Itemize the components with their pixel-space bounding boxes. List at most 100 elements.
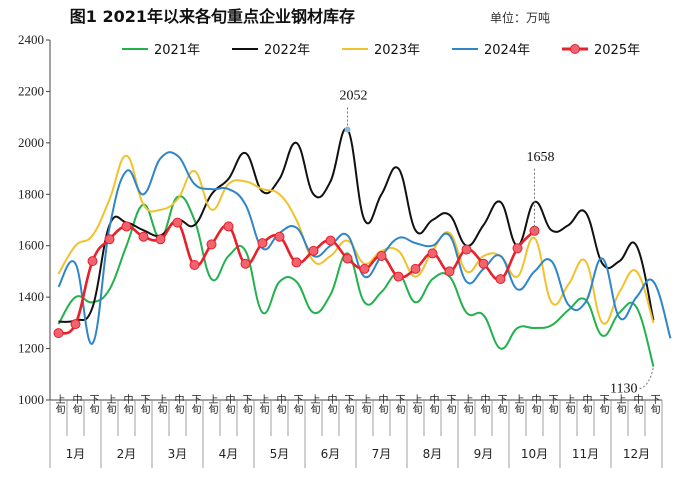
legend-marker [570, 44, 580, 54]
annotation-dot [344, 126, 351, 133]
data-point [461, 244, 472, 255]
data-point [376, 251, 387, 261]
x-tick-label: 上旬 [53, 394, 65, 415]
chart-title: 图1 2021年以来各旬重点企业钢材库存 [70, 7, 355, 26]
y-tick-label: 2400 [18, 32, 44, 47]
data-point [138, 231, 149, 242]
data-point [291, 257, 302, 268]
x-tick-label: 上旬 [512, 394, 524, 415]
x-tick-label: 上旬 [206, 394, 218, 415]
x-tick-label: 下旬 [495, 394, 507, 415]
annotations: 2052 1658 1130 [340, 88, 654, 397]
month-label: 4月 [219, 447, 239, 461]
month-label: 11月 [572, 447, 599, 461]
x-tick-label: 中旬 [325, 393, 337, 415]
x-tick-label: 上旬 [614, 394, 626, 415]
x-tick-label: 中旬 [529, 393, 541, 415]
x-tick-label: 下旬 [444, 394, 456, 415]
x-tick-label: 下旬 [189, 394, 201, 415]
data-point [512, 243, 523, 254]
data-point [427, 248, 438, 259]
data-point [70, 319, 81, 330]
data-point [53, 328, 64, 339]
month-label: 10月 [521, 447, 548, 461]
data-point [478, 258, 489, 269]
month-label: 8月 [423, 447, 443, 461]
annotation-label: 1658 [527, 150, 555, 165]
data-point [155, 234, 166, 245]
data-point [240, 258, 251, 269]
x-tick-label: 上旬 [104, 394, 116, 415]
x-tick-label: 中旬 [478, 393, 490, 415]
x-tick-label: 中旬 [70, 393, 82, 415]
x-tick-label: 下旬 [597, 394, 609, 415]
x-tick-label: 中旬 [427, 393, 439, 415]
x-tick-label: 下旬 [240, 394, 252, 415]
x-tick-label: 上旬 [563, 394, 575, 415]
data-point [257, 238, 268, 249]
x-tick-label: 中旬 [631, 393, 643, 415]
x-tick-label: 中旬 [376, 393, 388, 415]
data-point [189, 260, 200, 270]
y-tick-label: 1800 [18, 186, 44, 201]
legend-label: 2023年 [374, 43, 420, 58]
annotation-leader [639, 366, 654, 390]
legend: 2021年 2022年 2023年 2024年 2025年 [122, 43, 640, 58]
plot-area [53, 127, 672, 367]
annotation-label: 1130 [610, 382, 637, 397]
x-tick-label: 中旬 [121, 393, 133, 415]
data-point [444, 266, 455, 277]
legend-label: 2024年 [484, 43, 530, 58]
data-point [325, 235, 336, 246]
month-label: 5月 [270, 447, 290, 461]
data-point [495, 274, 506, 285]
y-tick-label: 2200 [18, 83, 44, 98]
x-tick-label: 上旬 [359, 394, 371, 415]
series-line-2021年 [57, 195, 655, 367]
y-tick-label: 2000 [18, 135, 44, 150]
data-point [308, 245, 319, 256]
y-tick-label: 1600 [18, 238, 44, 253]
data-point [393, 271, 404, 282]
x-tick-label: 下旬 [648, 394, 660, 415]
x-tick-label: 上旬 [257, 394, 269, 415]
month-label: 2月 [117, 447, 137, 461]
data-point [206, 239, 217, 250]
data-point [87, 256, 98, 267]
x-tick-label: 上旬 [410, 394, 422, 415]
x-tick-label: 下旬 [291, 394, 303, 415]
data-point [342, 253, 353, 264]
x-tick-label: 中旬 [580, 393, 592, 415]
data-point [410, 263, 421, 274]
x-tick-label: 下旬 [546, 394, 558, 415]
legend-label: 2021年 [154, 43, 200, 58]
month-label: 1月 [66, 447, 86, 461]
series-line-2024年 [57, 151, 672, 345]
x-tick-label: 上旬 [461, 394, 473, 415]
x-tick-label: 上旬 [155, 394, 167, 415]
legend-label: 2022年 [264, 43, 310, 58]
y-tick-label: 1200 [18, 341, 44, 356]
legend-label: 2025年 [594, 43, 640, 58]
data-point [274, 231, 285, 242]
month-label: 7月 [372, 447, 392, 461]
x-tick-label: 下旬 [342, 394, 354, 415]
x-tick-label: 中旬 [274, 393, 286, 415]
y-axis: 1000 1200 1400 1600 1800 2000 2200 2400 [18, 32, 51, 407]
data-point [104, 234, 115, 245]
annotation-label: 2052 [340, 88, 368, 103]
x-axis: 上旬 中旬 下旬 上旬 中旬 下旬 上旬 中旬 下旬 上旬 中旬 下旬 上旬 中旬 下旬 上旬 中旬 下旬 上旬 中旬… [49, 393, 663, 468]
month-label: 3月 [168, 447, 188, 461]
data-point [121, 221, 132, 232]
y-tick-label: 1000 [18, 392, 44, 407]
x-tick-label: 上旬 [308, 394, 320, 415]
month-label: 6月 [321, 447, 341, 461]
month-label: 12月 [623, 447, 650, 461]
x-tick-label: 中旬 [223, 393, 235, 415]
unit-label: 单位：万吨 [490, 10, 550, 25]
month-label: 9月 [474, 447, 494, 461]
x-tick-label: 下旬 [87, 394, 99, 415]
data-point [359, 263, 370, 274]
x-tick-label: 下旬 [393, 394, 405, 415]
